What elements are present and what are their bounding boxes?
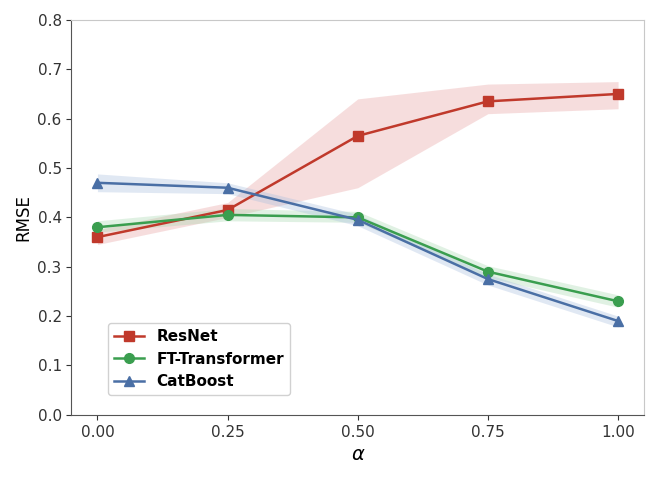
Legend: ResNet, FT-Transformer, CatBoost: ResNet, FT-Transformer, CatBoost [108, 323, 290, 395]
FT-Transformer [354, 215, 362, 220]
ResNet [354, 133, 362, 139]
CatBoost [93, 180, 101, 185]
Y-axis label: RMSE: RMSE [14, 194, 32, 241]
CatBoost [484, 276, 492, 282]
Line: FT-Transformer: FT-Transformer [93, 210, 623, 306]
ResNet [93, 234, 101, 240]
Line: CatBoost: CatBoost [93, 178, 623, 326]
CatBoost [614, 318, 622, 324]
FT-Transformer [484, 269, 492, 274]
ResNet [484, 98, 492, 104]
Line: ResNet: ResNet [93, 89, 623, 242]
CatBoost [354, 217, 362, 223]
ResNet [224, 207, 232, 213]
CatBoost [224, 185, 232, 191]
FT-Transformer [224, 212, 232, 218]
ResNet [614, 91, 622, 97]
FT-Transformer [93, 224, 101, 230]
X-axis label: α: α [351, 445, 364, 464]
FT-Transformer [614, 298, 622, 304]
